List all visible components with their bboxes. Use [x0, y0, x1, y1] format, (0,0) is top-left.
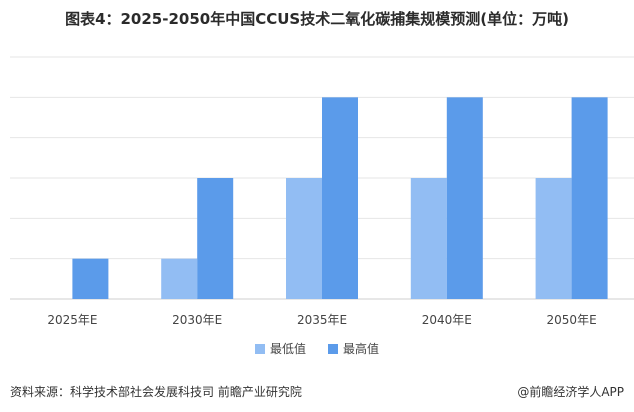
- legend-label-min: 最低值: [269, 342, 306, 356]
- bar-min-4: [535, 178, 572, 299]
- bar-max-0: [72, 258, 109, 299]
- x-tick-label: 2030年E: [172, 313, 222, 327]
- legend-label-max: 最高值: [343, 342, 380, 356]
- bar-max-3: [446, 97, 483, 299]
- legend-swatch-min: [254, 343, 265, 354]
- legend: 最低值 最高值: [0, 340, 634, 357]
- bar-max-2: [322, 97, 358, 299]
- source-note: 资料来源：科学技术部社会发展科技司 前瞻产业研究院: [10, 385, 302, 399]
- chart-title: 图表4：2025-2050年中国CCUS技术二氧化碳捕集规模预测(单位：万吨): [65, 10, 569, 28]
- credit-note: @前瞻经济学人APP: [517, 385, 624, 399]
- x-tick-label: 2035年E: [297, 313, 347, 327]
- bar-min-2: [286, 178, 322, 299]
- x-axis-labels: 2025年E 2030年E 2035年E 2040年E 2050年E: [47, 313, 596, 327]
- bar-max-1: [197, 178, 234, 299]
- x-tick-label: 2025年E: [47, 313, 97, 327]
- legend-item-min: 最低值: [254, 340, 306, 357]
- bar-max-4: [571, 97, 608, 299]
- bar-min-3: [410, 178, 447, 299]
- x-tick-label: 2050年E: [547, 313, 597, 327]
- bar-min-1: [161, 258, 198, 299]
- bars: [72, 97, 608, 299]
- legend-item-max: 最高值: [328, 340, 379, 357]
- legend-swatch-max: [328, 343, 338, 354]
- x-tick-label: 2040年E: [422, 313, 472, 327]
